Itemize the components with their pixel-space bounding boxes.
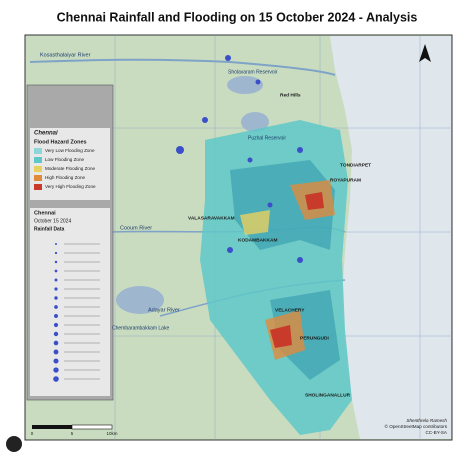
map-label: Moderate Flooding Zone	[45, 166, 95, 171]
map-label: Adayar River	[148, 307, 180, 313]
map-label: Very Low Flooding Zone	[45, 148, 95, 153]
map-label: 10km	[106, 431, 117, 436]
lake	[116, 286, 164, 314]
map-label: Chennai	[34, 131, 58, 137]
map-label: Flood Hazard Zones	[34, 139, 87, 145]
map-title: Chennai Rainfall and Flooding on 15 Octo…	[57, 10, 418, 24]
scale-bar	[32, 425, 72, 429]
map-label: Shenthrela Ramesh	[406, 418, 447, 423]
map-label: CC-BY-SA	[425, 430, 447, 435]
map-label: October 15 2024	[34, 218, 71, 224]
legend-rain-symbol	[53, 376, 59, 382]
lake	[227, 76, 263, 94]
legend-rain-symbol	[54, 278, 58, 282]
map-label: 5	[71, 431, 74, 436]
flood-zones	[200, 120, 352, 435]
map-label: SHOLINGANALLUR	[305, 392, 351, 398]
map-label: VELACHERY	[275, 307, 305, 313]
legend-rain-symbol	[54, 305, 58, 309]
legend-rain-symbol	[54, 269, 58, 273]
legend-rain-symbol	[54, 287, 58, 291]
profile-icon	[6, 436, 22, 452]
legend-rain-symbol	[54, 296, 58, 300]
map-label: High Flooding Zone	[45, 175, 86, 180]
map-label: Kosasthalaiyar River	[40, 52, 91, 58]
legend-swatch	[34, 184, 42, 190]
map-label: Very High Flooding Zone	[45, 184, 96, 189]
map-label: Chennai	[34, 210, 56, 216]
sea	[330, 36, 451, 439]
map-label: Red Hills	[280, 92, 301, 98]
map-label: Rainfall Data	[34, 226, 65, 232]
legend-swatch	[34, 148, 42, 154]
legend-rain-symbol	[54, 251, 58, 255]
legend-rain-symbol	[53, 322, 59, 328]
map-label: Sholavaram Reservoir	[228, 69, 278, 75]
scale-bar	[71, 424, 113, 430]
map-label: KODAMBAKKAM	[238, 237, 277, 243]
legend-rain-symbol	[53, 367, 59, 373]
lake	[241, 112, 269, 132]
map-label: VALASARAVAKKAM	[188, 215, 235, 221]
legend-swatch	[34, 157, 42, 163]
map-label: Puzhal Reservoir	[248, 135, 286, 141]
river	[29, 58, 336, 76]
legend-box	[30, 208, 110, 396]
map-label: 0	[31, 431, 34, 436]
legend-swatch	[34, 166, 42, 172]
north-arrow	[419, 44, 431, 62]
legend-rain-symbol	[55, 243, 57, 245]
map-label: Low Flooding Zone	[45, 157, 85, 162]
map-label: TONDIARPET	[340, 162, 371, 168]
map-label: PERUNGUDI	[300, 335, 329, 341]
legend-rain-symbol	[54, 314, 58, 318]
map-label: Cooum River	[120, 225, 152, 231]
legend-rain-symbol	[53, 349, 59, 355]
rainfall-stations	[176, 55, 303, 263]
legend-rain-symbol	[53, 340, 59, 346]
legend-rain-symbol	[53, 331, 59, 337]
map-label: ROYAPURAM	[330, 177, 361, 183]
legend-box	[30, 128, 110, 200]
legend-rain-symbol	[54, 260, 58, 264]
map-label: Chembarambakkam Lake	[112, 325, 169, 331]
map-label: © OpenStreetMap contributors	[385, 423, 448, 429]
legend-rain-symbol	[53, 358, 59, 364]
legend-swatch	[34, 175, 42, 181]
